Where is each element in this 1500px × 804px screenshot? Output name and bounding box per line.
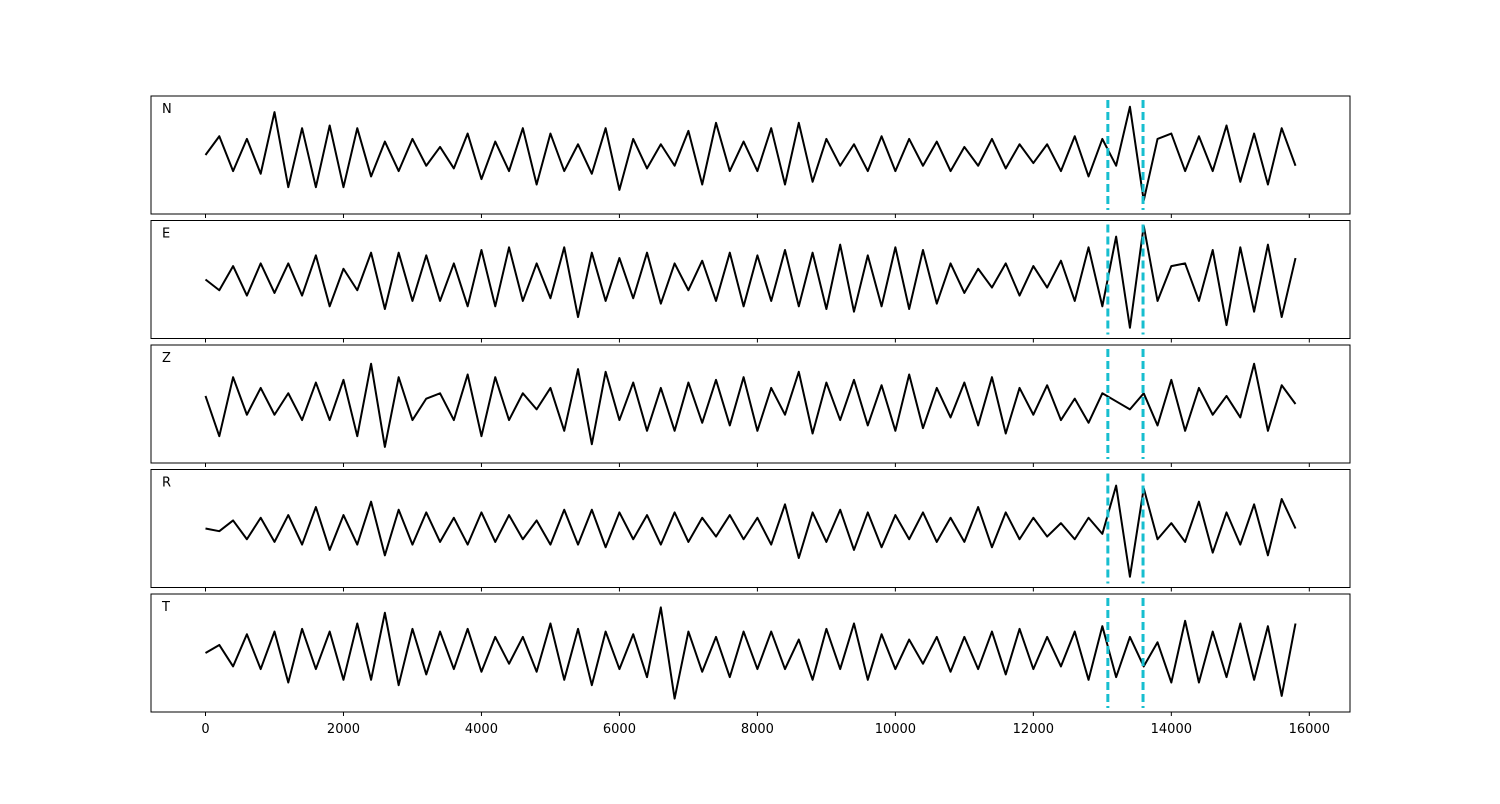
- x-tick-label: 8000: [741, 722, 774, 737]
- x-tick-label: 0: [201, 722, 209, 737]
- trace-line: [205, 484, 1297, 578]
- x-tick-label: 16000: [1289, 722, 1330, 737]
- panel-frame: [150, 95, 1351, 215]
- panel-label: R: [162, 476, 171, 491]
- trace-line: [204, 362, 1297, 448]
- x-tick-label: 14000: [1151, 722, 1192, 737]
- panel-frame: [150, 593, 1351, 713]
- x-tick-label: 6000: [603, 722, 636, 737]
- x-tick-label: 4000: [465, 722, 498, 737]
- trace-line: [204, 105, 1297, 202]
- panel-frame: [150, 344, 1351, 464]
- panel-frame: [150, 469, 1351, 588]
- panel-label: E: [162, 227, 170, 242]
- panel-label: Z: [162, 351, 171, 366]
- x-tick-label: 2000: [327, 722, 360, 737]
- x-tick-label: 10000: [875, 722, 916, 737]
- trace-line: [204, 224, 1297, 329]
- panel-label: T: [161, 600, 170, 615]
- x-tick-label: 12000: [1013, 722, 1054, 737]
- trace-line: [204, 606, 1297, 700]
- panel-frame: [150, 220, 1351, 339]
- panel-label: N: [162, 102, 172, 117]
